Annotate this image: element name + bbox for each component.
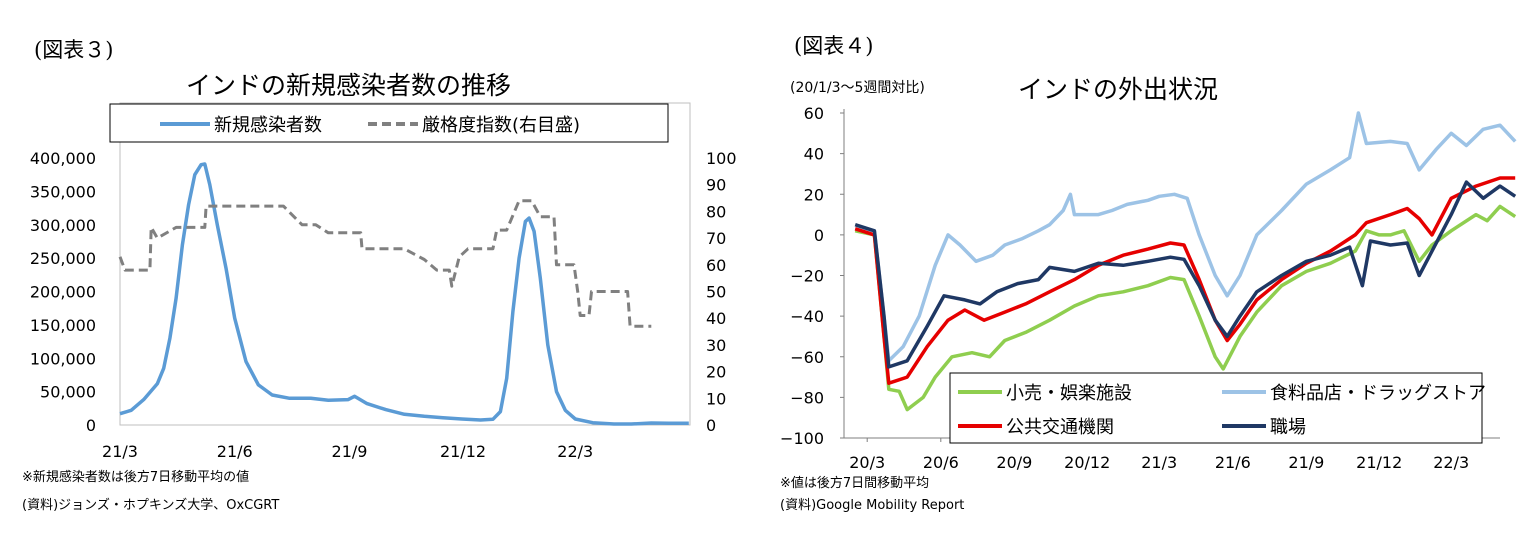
y-tick-label-left: 100,000 (30, 349, 96, 368)
y-tick-label-left: 50,000 (40, 383, 96, 402)
x-tick-label: 20/12 (1064, 453, 1110, 472)
y-tick-label-right: 10 (706, 389, 726, 408)
y-tick-label-left: 300,000 (30, 216, 96, 235)
legend-label-transit: 公共交通機関 (1006, 417, 1114, 438)
y-tick-label-right: 20 (706, 363, 726, 382)
y-tick-label-right: 90 (706, 176, 726, 195)
figure-3-title: インドの新規感染者数の推移 (186, 71, 512, 100)
y-tick-label: 60 (804, 104, 824, 123)
y-tick-label-right: 60 (706, 256, 726, 275)
y-tick-label-left: 250,000 (30, 249, 96, 268)
y-tick-label: −20 (790, 267, 824, 286)
y-tick-label-right: 70 (706, 229, 726, 248)
series-line-new-cases (119, 162, 689, 426)
y-tick-label-left: 150,000 (30, 316, 96, 335)
figure-4-subtitle: (20/1/3～5週間対比) (790, 80, 925, 96)
figure-4-source: (資料)Google Mobility Report (780, 498, 965, 513)
y-tick-label-left: 200,000 (30, 283, 96, 302)
y-tick-label-right: 100 (706, 149, 737, 168)
y-tick-label: −40 (790, 307, 824, 326)
figure-4-note: ※値は後方7日間移動平均 (780, 476, 930, 491)
x-tick-label: 22/3 (557, 442, 593, 461)
x-tick-label: 21/9 (332, 442, 368, 461)
legend-label-retail-recreation: 小売・娯楽施設 (1006, 383, 1132, 404)
y-tick-label-left: 0 (86, 416, 96, 435)
y-tick-label-right: 30 (706, 336, 726, 355)
series-line-transit (854, 176, 1516, 385)
x-tick-label: 21/9 (1288, 453, 1324, 472)
figure-3-panel: (図表３) インドの新規感染者数の推移 0 50,000 100,000 150,00… (0, 0, 760, 549)
y-tick-label-right: 40 (706, 309, 726, 328)
figure-4-title: インドの外出状況 (1018, 75, 1219, 104)
infection-chart: 0 50,000 100,000 150,000 200,000 250,000 300,0… (30, 102, 737, 461)
y-tick-label: 0 (814, 226, 824, 245)
legend-label-grocery-pharmacy: 食料品店・ドラッグストア (1270, 383, 1486, 404)
legend-label-new-cases: 新規感染者数 (214, 115, 322, 136)
y-tick-label-right: 50 (706, 283, 726, 302)
y-tick-label: −100 (780, 429, 824, 448)
figure-4-label: (図表４) (794, 34, 874, 58)
legend-box (949, 372, 1483, 444)
y-tick-label: 20 (804, 185, 824, 204)
x-tick-label: 21/3 (1141, 453, 1177, 472)
y-tick-label-right: 0 (706, 416, 716, 435)
x-tick-label: 22/3 (1433, 453, 1469, 472)
figure-3-label: (図表３) (34, 38, 114, 62)
legend-label-stringency: 厳格度指数(右目盛) (422, 115, 580, 136)
x-tick-label: 20/9 (996, 453, 1032, 472)
figure-4-panel: (図表４) (20/1/3～5週間対比) インドの外出状況 −100 −80 −60… (760, 0, 1522, 549)
series-line-workplace (854, 180, 1517, 369)
x-tick-label: 21/12 (1356, 453, 1402, 472)
mobility-chart: −100 −80 −60 −40 −20 0 20 40 60 20/3 20/6 20/9 20/12… (780, 104, 1517, 472)
x-tick-label: 21/12 (440, 442, 486, 461)
y-tick-label: −60 (790, 348, 824, 367)
x-tick-label: 21/6 (217, 442, 253, 461)
y-tick-label-left: 350,000 (30, 182, 96, 201)
x-tick-label: 20/3 (849, 453, 885, 472)
plot-area (119, 102, 691, 426)
y-tick-label-left: 400,000 (30, 149, 96, 168)
y-tick-label-right: 80 (706, 202, 726, 221)
series-line-retail-recreation (854, 204, 1517, 412)
y-tick-label: 40 (804, 145, 824, 164)
x-tick-label: 20/6 (923, 453, 959, 472)
x-tick-label: 21/3 (102, 442, 138, 461)
series-line-stringency (118, 199, 652, 328)
figure-3-source: (資料)ジョンズ・ホプキンズ大学、OxCGRT (22, 498, 280, 513)
figure-3-note: ※新規感染者数は後方7日移動平均の値 (22, 470, 250, 485)
x-tick-label: 21/6 (1215, 453, 1251, 472)
series-line-grocery-pharmacy (855, 111, 1517, 363)
y-tick-label: −80 (790, 388, 824, 407)
legend-label-workplace: 職場 (1270, 417, 1306, 438)
